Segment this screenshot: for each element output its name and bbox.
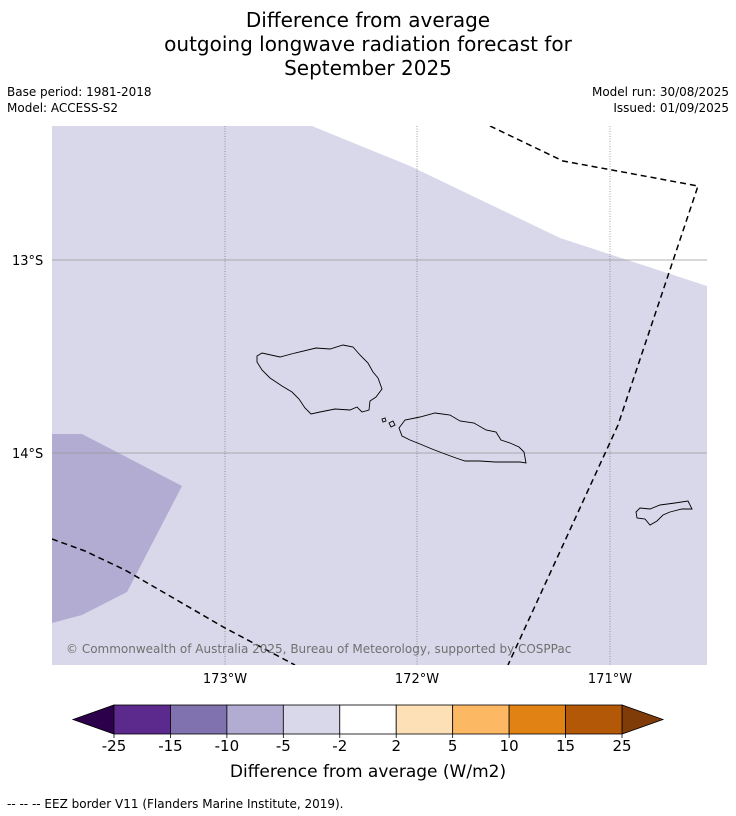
islet-manono [388, 420, 396, 428]
colorbar-tick-label: 2 [391, 737, 401, 755]
island-tutuila [635, 500, 693, 526]
colorbar-tick-label: -2 [332, 737, 347, 755]
eez-border-east [489, 126, 699, 665]
base-period-text: Base period: 1981-2018 [7, 85, 152, 99]
meta-right: Model run: 30/08/2025 Issued: 01/09/2025 [592, 84, 729, 116]
map-area: © Commonwealth of Australia 2025, Bureau… [52, 126, 707, 665]
model-run-text: Model run: 30/08/2025 [591, 85, 729, 99]
colorbar-tick-label: 5 [448, 737, 458, 755]
colorbar-segment [452, 704, 510, 735]
title-line-1: Difference from average [245, 8, 491, 32]
colorbar-tick-label: -15 [158, 737, 183, 755]
lat-label-14s: 14°S [12, 447, 43, 462]
island-upolu [398, 412, 527, 464]
anomaly-region-medium [52, 434, 182, 623]
issued-text: Issued: 01/09/2025 [613, 101, 729, 115]
meta-left: Base period: 1981-2018 Model: ACCESS-S2 [7, 84, 152, 116]
colorbar-extend-low [71, 704, 115, 735]
colorbar-segment [395, 704, 454, 735]
title-line-3: September 2025 [284, 56, 452, 80]
colorbar-tick-label: 10 [500, 737, 519, 755]
title-line-2: outgoing longwave radiation forecast for [164, 32, 572, 56]
colorbar-segment [565, 704, 623, 735]
colorbar: -25 -15 -10 -5 -2 2 5 10 15 25 [71, 704, 665, 755]
lon-label-172w: 172°W [395, 672, 439, 687]
colorbar-segment [282, 704, 341, 735]
colorbar-tick-label: -25 [102, 737, 127, 755]
colorbar-segment [226, 704, 284, 735]
colorbar-segment [170, 704, 228, 735]
island-savaii [256, 344, 383, 415]
model-text: Model: ACCESS-S2 [7, 101, 119, 115]
colorbar-segment [113, 704, 171, 735]
lat-label-13s: 13°S [12, 254, 43, 269]
credit-text: © Commonwealth of Australia 2025, Bureau… [66, 642, 571, 656]
chart-title: Difference from average outgoing longwav… [0, 8, 736, 80]
islet-apolima [381, 417, 387, 423]
eez-footnote: -- -- -- EEZ border V11 (Flanders Marine… [7, 797, 344, 811]
colorbar-tick-label: 15 [556, 737, 575, 755]
colorbar-tick-label: -5 [276, 737, 291, 755]
anomaly-region-light [52, 126, 707, 665]
lon-label-173w: 173°W [203, 672, 247, 687]
colorbar-tick-label: -10 [215, 737, 240, 755]
colorbar-tick-label: 25 [612, 737, 631, 755]
lon-label-171w: 171°W [588, 672, 632, 687]
colorbar-segment [508, 704, 566, 735]
eez-border-southwest [52, 538, 296, 665]
colorbar-label: Difference from average (W/m2) [229, 762, 507, 782]
colorbar-segment [339, 704, 397, 735]
colorbar-extend-high [621, 704, 665, 735]
